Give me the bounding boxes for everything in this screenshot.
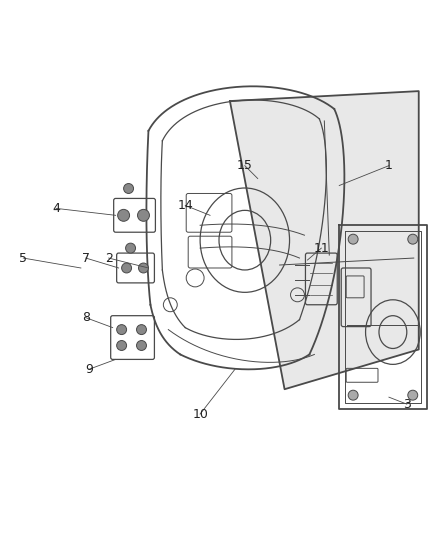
Circle shape [408,234,418,244]
Text: 5: 5 [19,252,27,264]
Circle shape [118,209,130,221]
Circle shape [138,263,148,273]
Polygon shape [230,91,419,389]
Text: 3: 3 [403,398,411,410]
Text: 9: 9 [85,363,93,376]
Text: 15: 15 [237,159,253,172]
Circle shape [126,243,135,253]
Circle shape [124,183,134,193]
Text: 11: 11 [314,241,329,255]
Circle shape [137,341,146,351]
Circle shape [138,209,149,221]
Circle shape [117,325,127,335]
Circle shape [408,390,418,400]
Circle shape [348,234,358,244]
Circle shape [122,263,131,273]
Text: 1: 1 [385,159,393,172]
Text: 4: 4 [52,202,60,215]
Circle shape [117,341,127,351]
Circle shape [348,390,358,400]
Text: 2: 2 [105,252,113,264]
Text: 14: 14 [177,199,193,212]
Text: 7: 7 [82,252,90,264]
Text: 8: 8 [82,311,90,324]
Text: 10: 10 [192,408,208,421]
Circle shape [137,325,146,335]
